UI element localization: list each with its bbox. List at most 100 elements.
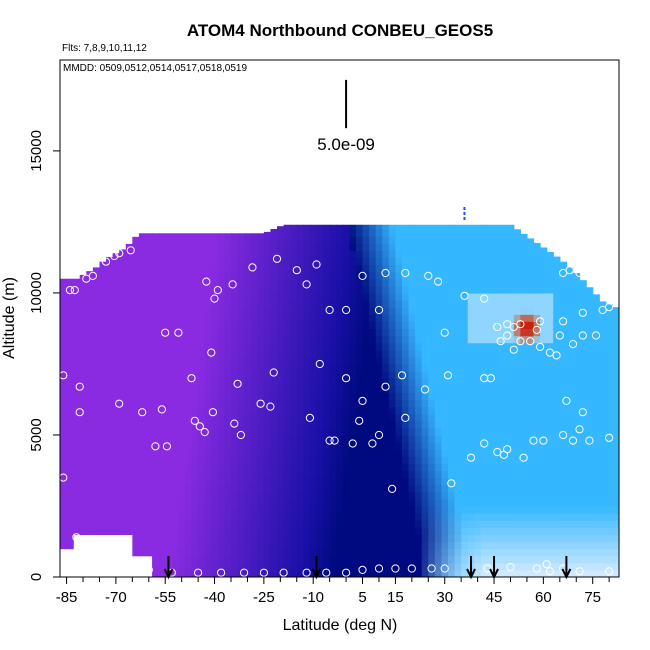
heat-cell	[507, 491, 515, 500]
heat-cell	[507, 224, 515, 230]
heat-cell	[290, 342, 298, 351]
heat-cell	[494, 224, 502, 230]
heat-cell	[415, 243, 423, 251]
heat-cell	[349, 342, 357, 351]
heat-cell	[270, 520, 278, 528]
heat-cell	[60, 335, 68, 344]
heat-cell	[290, 243, 298, 251]
heat-cell	[461, 498, 469, 507]
heat-cell	[99, 427, 107, 436]
observation-point	[578, 308, 587, 317]
heat-cell	[566, 321, 574, 330]
heat-cell	[401, 406, 410, 415]
heat-cell	[579, 527, 587, 535]
heat-cell	[474, 456, 482, 464]
heat-cell	[434, 342, 443, 351]
heat-cell	[138, 257, 147, 266]
heat-cell	[152, 264, 160, 273]
heat-cell	[448, 349, 456, 358]
heat-cell	[237, 243, 245, 251]
heat-cell	[349, 484, 357, 493]
heat-cell	[467, 491, 475, 500]
heat-cell	[290, 491, 298, 500]
heat-cell	[586, 314, 594, 322]
heat-cell	[60, 413, 68, 422]
heat-cell	[461, 328, 469, 337]
heat-cell	[336, 555, 344, 564]
heat-cell	[467, 250, 475, 259]
heat-cell	[592, 371, 600, 379]
heat-cell	[86, 271, 94, 280]
heat-cell	[283, 285, 291, 294]
heat-cell	[237, 363, 245, 372]
heat-cell	[263, 470, 272, 479]
heat-cell	[599, 392, 607, 401]
heat-cell	[461, 250, 469, 259]
heat-cell	[369, 442, 377, 450]
heat-cell	[480, 285, 489, 294]
heat-cell	[283, 392, 291, 401]
heat-cell	[250, 371, 258, 379]
heat-cell	[290, 236, 298, 244]
heat-cell	[540, 505, 548, 514]
heat-cell	[513, 413, 521, 422]
heat-cell	[428, 300, 436, 308]
heat-cell	[467, 385, 475, 393]
heat-cell	[217, 342, 226, 351]
heat-cell	[342, 534, 350, 543]
heat-cell	[342, 229, 350, 237]
heat-cell	[316, 278, 324, 287]
heat-cell	[474, 491, 482, 500]
heat-cell	[533, 314, 541, 322]
heat-cell	[415, 406, 423, 415]
heat-cell	[125, 363, 133, 372]
heat-cell	[60, 285, 68, 294]
heat-cell	[60, 356, 68, 365]
heat-cell	[408, 264, 416, 273]
heat-cell	[533, 406, 541, 415]
heat-cell	[323, 378, 331, 386]
heat-cell	[586, 527, 594, 535]
heat-cell	[467, 356, 475, 365]
heat-cell	[184, 555, 193, 564]
observation-point	[575, 425, 584, 434]
observation-point	[565, 266, 574, 275]
heat-cell	[566, 470, 574, 479]
heat-cell	[540, 356, 548, 365]
heat-cell	[336, 307, 344, 315]
heat-cell	[474, 434, 482, 443]
observation-point	[440, 328, 449, 337]
heat-cell	[546, 335, 554, 344]
heat-cell	[441, 271, 449, 280]
heat-cell	[480, 243, 489, 251]
heat-cell	[454, 442, 462, 450]
heat-cell	[572, 328, 581, 337]
heat-cell	[401, 399, 410, 408]
heat-cell	[526, 328, 535, 337]
heat-cell	[171, 463, 179, 472]
heat-cell	[507, 569, 515, 577]
heat-cell	[349, 520, 357, 528]
heat-cell	[336, 406, 344, 415]
heat-cell	[572, 335, 581, 344]
heat-cell	[178, 427, 186, 436]
heat-cell	[224, 463, 232, 472]
heat-cell	[408, 292, 416, 301]
heat-cell	[448, 285, 456, 294]
heat-cell	[415, 250, 423, 259]
heat-cell	[303, 555, 311, 564]
heat-cell	[309, 278, 318, 287]
heat-cell	[198, 307, 206, 315]
heat-cell	[244, 307, 252, 315]
heat-cell	[316, 463, 324, 472]
heat-cell	[138, 534, 147, 543]
heat-cell	[60, 371, 68, 379]
heat-cell	[250, 264, 258, 273]
heat-cell	[290, 527, 298, 535]
observation-point	[115, 249, 124, 258]
observation-point	[588, 260, 597, 269]
heat-cell	[86, 271, 94, 273]
heat-cell	[395, 342, 403, 351]
heat-cell	[244, 498, 252, 507]
heat-cell	[553, 285, 561, 294]
